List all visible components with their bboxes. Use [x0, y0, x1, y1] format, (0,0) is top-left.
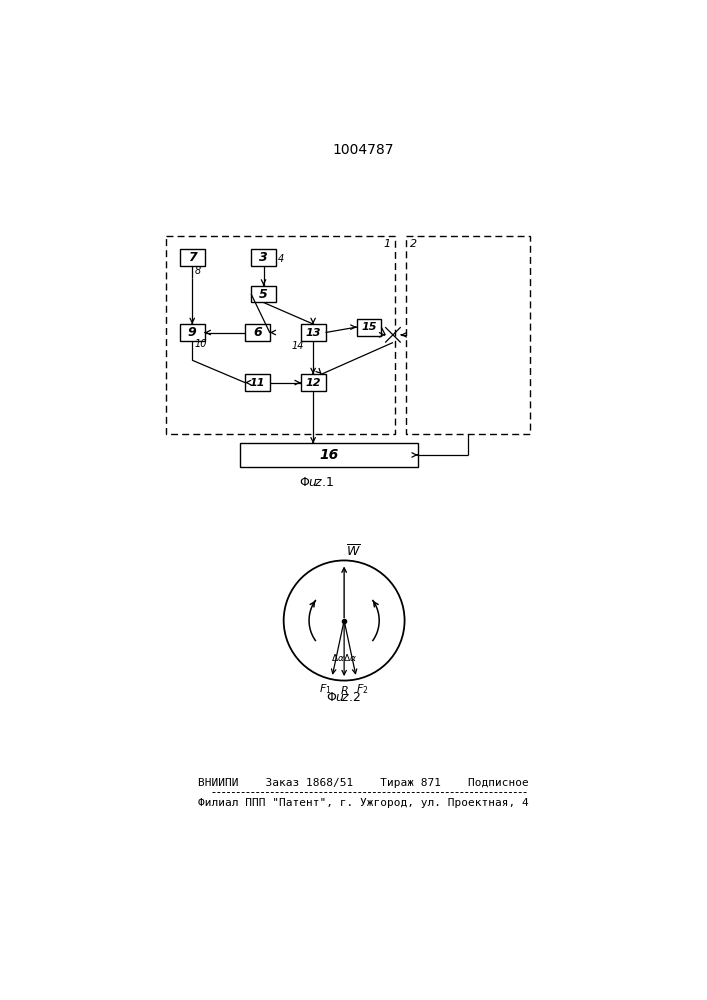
Text: $\Delta\alpha$: $\Delta\alpha$ [344, 652, 357, 663]
Text: $F_2$: $F_2$ [356, 682, 369, 696]
Text: 8: 8 [194, 266, 201, 276]
Text: 5: 5 [259, 288, 268, 301]
Text: $R$: $R$ [340, 684, 349, 696]
Text: 1: 1 [383, 239, 391, 249]
Text: 15: 15 [361, 322, 377, 332]
Text: 1004787: 1004787 [333, 143, 395, 157]
Bar [251, 249, 276, 266]
Bar [240, 443, 418, 467]
Bar [300, 324, 325, 341]
Text: 7: 7 [188, 251, 197, 264]
Text: 16: 16 [319, 448, 338, 462]
Bar [251, 286, 276, 302]
Text: 12: 12 [305, 378, 321, 388]
Text: 14: 14 [291, 341, 304, 351]
Bar [166, 235, 395, 434]
Text: 2: 2 [410, 239, 417, 249]
Bar [300, 374, 325, 391]
Text: $\Phi u\!\mathit{z}.\!2$: $\Phi u\!\mathit{z}.\!2$ [327, 691, 362, 704]
Text: ВНИИПИ    Заказ 1868/51    Тираж 871    Подписное: ВНИИПИ Заказ 1868/51 Тираж 871 Подписное [198, 778, 529, 788]
Bar [406, 235, 530, 434]
Text: $F_1$: $F_1$ [320, 682, 332, 696]
Text: $\Delta\alpha$: $\Delta\alpha$ [331, 652, 345, 663]
Text: $\overline{W}$: $\overline{W}$ [346, 543, 361, 559]
Text: 13: 13 [305, 328, 321, 338]
Bar [245, 324, 270, 341]
Bar [180, 324, 204, 341]
Bar [245, 374, 270, 391]
Text: Филиал ППП "Патент", г. Ужгород, ул. Проектная, 4: Филиал ППП "Патент", г. Ужгород, ул. Про… [198, 798, 529, 808]
Text: 10: 10 [194, 339, 207, 349]
Bar [356, 319, 381, 336]
Text: 9: 9 [188, 326, 197, 339]
Text: 4: 4 [277, 254, 284, 264]
Text: 6: 6 [253, 326, 262, 339]
Bar [180, 249, 204, 266]
Text: $\Phi u\!\mathit{z}.\!1$: $\Phi u\!\mathit{z}.\!1$ [299, 476, 334, 489]
Text: 11: 11 [250, 378, 265, 388]
Text: 3: 3 [259, 251, 268, 264]
